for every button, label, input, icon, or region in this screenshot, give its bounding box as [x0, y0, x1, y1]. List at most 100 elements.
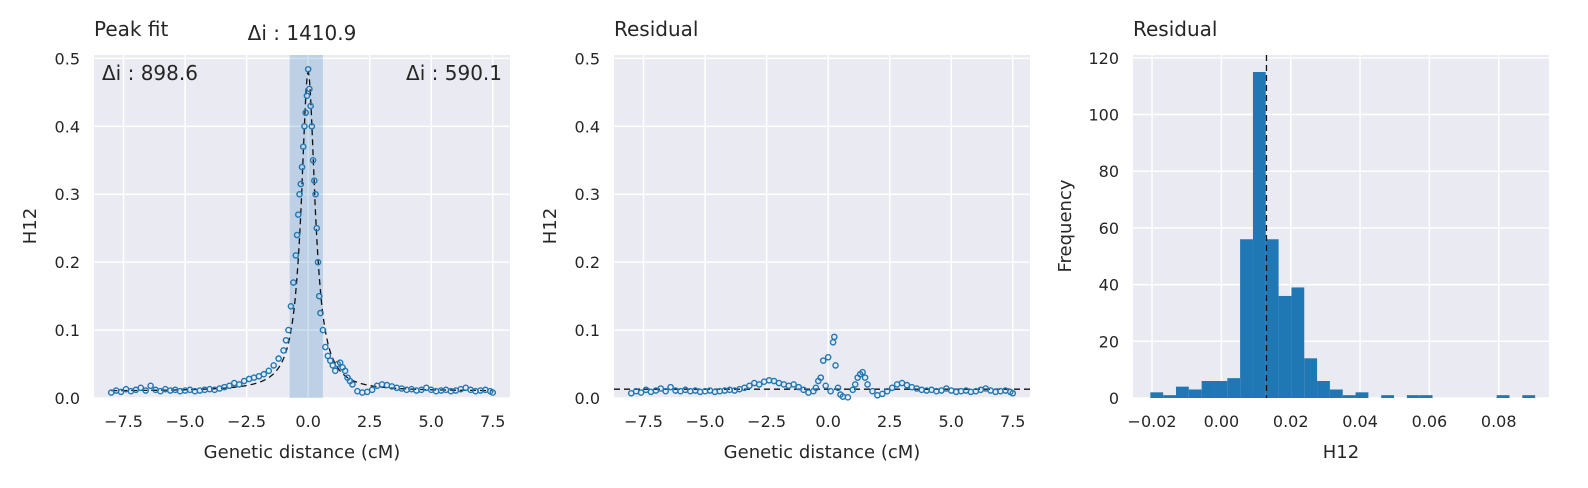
x-tick-label: 7.5 [480, 412, 505, 431]
data-point [790, 381, 797, 388]
y-tick-label: 0.4 [55, 117, 80, 136]
y-tick-label: 40 [1099, 276, 1119, 295]
histogram-bar [1329, 389, 1343, 398]
data-point [322, 343, 329, 351]
y-tick-label: 0.5 [55, 49, 80, 68]
annotation-right: Δi : 590.1 [406, 61, 502, 85]
y-tick-labels-peak-fit: 0.0 0.1 0.2 0.3 0.4 0.5 [55, 49, 80, 408]
x-tick-label: 7.5 [1000, 412, 1025, 431]
data-point [147, 382, 154, 390]
panel-residual-scatter: −7.5 −5.0 −2.5 0.0 2.5 5.0 7.5 0.0 0.1 0.2 0.3 0.4… [540, 17, 1030, 463]
x-tick-labels-residual: −7.5 −5.0 −2.5 0.0 2.5 5.0 7.5 [624, 412, 1025, 431]
data-point [812, 384, 820, 392]
data-point [317, 309, 324, 317]
data-point [282, 336, 290, 344]
data-point [137, 384, 145, 392]
x-tick-label: 0.0 [815, 412, 840, 431]
y-tick-label: 120 [1088, 49, 1119, 68]
x-axis-label-peak-fit: Genetic distance (cM) [204, 442, 401, 463]
data-point [265, 367, 273, 375]
x-tick-labels-histogram: −0.02 0.00 0.02 0.04 0.06 0.08 [1128, 412, 1517, 431]
data-point [226, 382, 233, 390]
histogram-bar [1240, 239, 1253, 398]
data-point [800, 386, 807, 394]
x-tick-label: 0.00 [1204, 412, 1240, 431]
y-tick-label: 0.5 [575, 49, 600, 68]
y-tick-label: 0.2 [55, 253, 80, 272]
histogram-bar [1304, 358, 1318, 398]
fit-curve [111, 70, 493, 392]
plot-area-histogram [1133, 55, 1549, 398]
data-point [298, 163, 306, 171]
data-point [819, 357, 827, 364]
data-point [888, 384, 896, 392]
data-point [822, 382, 829, 390]
histogram-bar [1214, 380, 1228, 398]
histogram-bar [1188, 389, 1202, 398]
chart-title-peak-fit: Peak fit [94, 17, 168, 41]
data-point [341, 367, 349, 375]
y-tick-label: 0.0 [575, 389, 600, 408]
x-tick-label: 0.02 [1273, 412, 1309, 431]
histogram-bar [1342, 395, 1356, 398]
x-tick-label: −7.5 [624, 412, 663, 431]
data-point [832, 362, 839, 369]
data-points-residual [627, 333, 1017, 401]
data-point [657, 385, 665, 392]
x-tick-label: 0.0 [295, 412, 320, 431]
data-point [824, 353, 832, 361]
data-point [859, 368, 866, 376]
y-axis-label-histogram: Frequency [1055, 179, 1076, 272]
data-point [311, 177, 318, 184]
data-point [306, 85, 313, 93]
data-point [755, 381, 763, 388]
histogram-bars [1150, 72, 1536, 398]
annotation-left: Δi : 898.6 [102, 61, 198, 85]
chart-title-residual-scatter: Residual [614, 17, 698, 41]
x-tick-label: −7.5 [104, 412, 143, 431]
x-tick-label: −2.5 [227, 412, 266, 431]
data-point [308, 123, 316, 130]
data-point [302, 109, 309, 117]
histogram-bar [1175, 386, 1189, 398]
y-axis-label-residual: H12 [540, 208, 561, 244]
x-tick-label: 0.08 [1481, 412, 1517, 431]
data-point [883, 387, 891, 395]
data-point [817, 374, 825, 381]
data-point [299, 143, 307, 150]
data-point [834, 384, 842, 392]
data-point [290, 279, 297, 286]
data-point [849, 386, 857, 394]
y-tick-label: 0.1 [55, 321, 80, 340]
histogram-bar [1227, 378, 1241, 398]
data-point [831, 333, 838, 341]
data-point [287, 303, 295, 310]
data-point [864, 381, 871, 388]
y-tick-label: 100 [1088, 106, 1119, 125]
data-point [314, 258, 322, 266]
plot-area-residual-scatter [614, 55, 1030, 398]
histogram-bar [1496, 395, 1510, 398]
histogram-bar [1291, 287, 1305, 398]
data-point [869, 387, 876, 395]
data-point [319, 326, 327, 334]
data-point [879, 390, 886, 398]
data-point [307, 102, 314, 110]
data-point [795, 383, 802, 391]
data-point [292, 252, 300, 259]
panel-peak-fit: −7.5 −5.0 −2.5 0.0 2.5 5.0 7.5 0.0 0.1 0.2 0.3 0.4… [20, 17, 510, 463]
x-tick-label: −5.0 [166, 412, 205, 431]
y-tick-label: 20 [1099, 332, 1119, 351]
chart-title-histogram: Residual [1133, 17, 1217, 41]
x-tick-label: 5.0 [419, 412, 444, 431]
data-point [117, 388, 125, 396]
data-point [260, 370, 268, 378]
x-tick-label: 0.06 [1412, 412, 1448, 431]
x-tick-label: 2.5 [357, 412, 382, 431]
histogram-bar [1278, 295, 1292, 398]
data-point [297, 180, 305, 188]
x-tick-label: 2.5 [877, 412, 902, 431]
y-tick-labels-histogram: 0 20 40 60 80 100 120 [1088, 49, 1119, 408]
data-point [1009, 389, 1017, 397]
data-point [861, 374, 869, 381]
